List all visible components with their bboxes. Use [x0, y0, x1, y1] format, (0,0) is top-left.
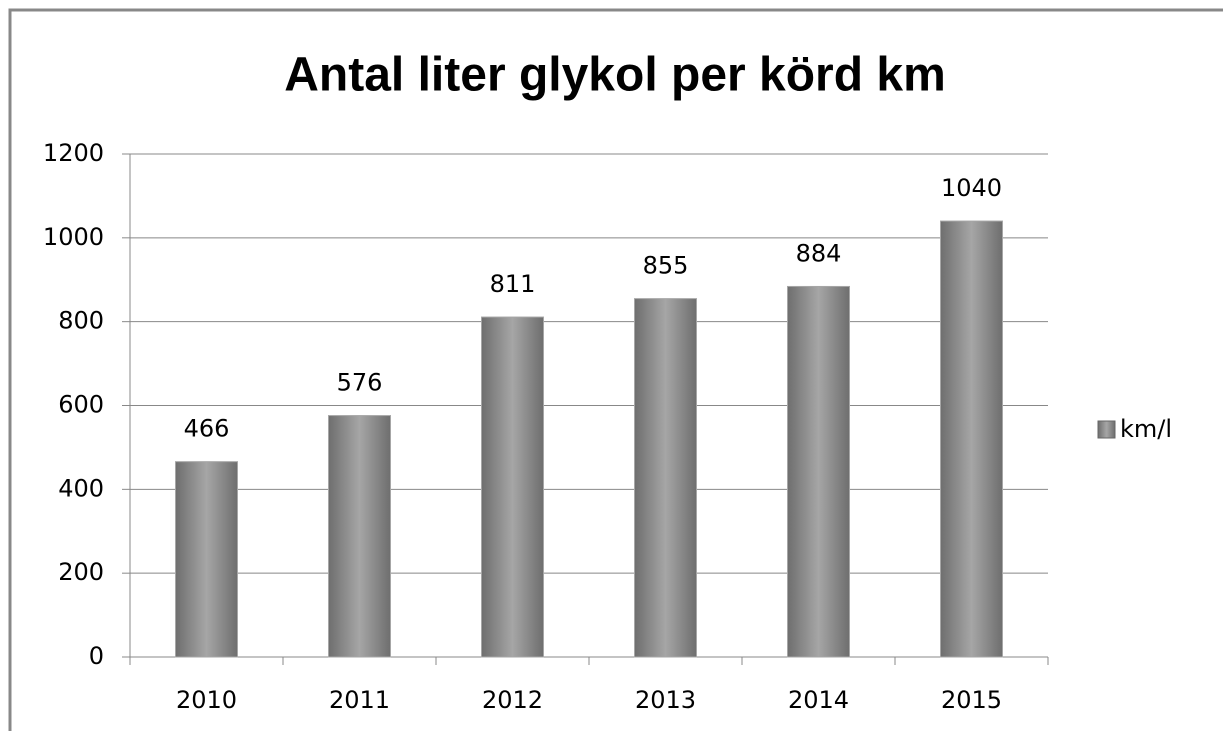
data-label: 811 [490, 270, 536, 298]
y-tick-label: 1200 [43, 139, 104, 167]
y-tick-label: 800 [58, 307, 104, 335]
bar [787, 285, 850, 658]
data-label: 855 [643, 252, 689, 280]
data-label: 576 [337, 369, 383, 397]
bar [328, 415, 391, 658]
bar [940, 220, 1003, 658]
x-tick-label: 2010 [176, 686, 237, 714]
y-tick-label: 400 [58, 474, 104, 502]
legend-swatch [1097, 420, 1116, 439]
data-label: 1040 [941, 174, 1002, 202]
legend-label: km/l [1120, 415, 1172, 443]
chart-title: Antal liter glykol per körd km [284, 49, 946, 102]
data-label: 884 [796, 239, 842, 267]
bar [634, 298, 697, 658]
data-label: 466 [184, 415, 230, 443]
y-tick-label: 1000 [43, 223, 104, 251]
x-tick-label: 2011 [329, 686, 390, 714]
bar [481, 316, 544, 658]
x-tick-label: 2015 [941, 686, 1002, 714]
y-tick-label: 600 [58, 391, 104, 419]
x-tick-label: 2014 [788, 686, 849, 714]
x-tick-label: 2013 [635, 686, 696, 714]
x-tick-label: 2012 [482, 686, 543, 714]
bar [175, 461, 238, 658]
y-tick-label: 0 [89, 642, 104, 670]
y-tick-label: 200 [58, 558, 104, 586]
